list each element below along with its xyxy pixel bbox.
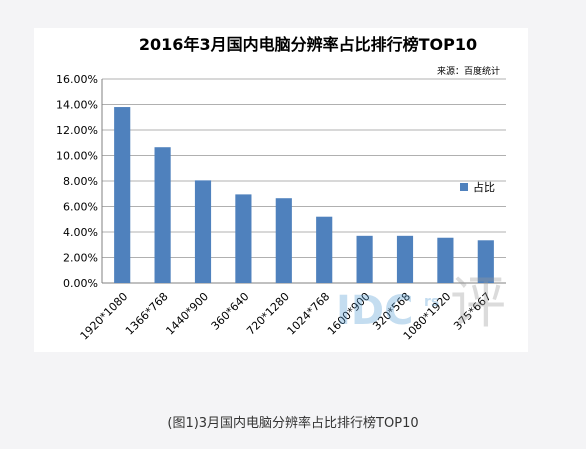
- watermark-calligraphy: 评: [450, 271, 506, 336]
- bar: [396, 235, 414, 283]
- y-tick-label: 0.00%: [63, 277, 98, 290]
- legend-swatch: [460, 183, 468, 191]
- watermark: IDC rs 评: [336, 271, 506, 336]
- y-tick-label: 8.00%: [63, 175, 98, 188]
- y-tick-label: 2.00%: [63, 252, 98, 265]
- y-tick-label: 14.00%: [56, 99, 98, 112]
- x-tick-label: 720*1280: [244, 290, 292, 338]
- chart-title: 2016年3月国内电脑分辨率占比排行榜TOP10: [139, 35, 477, 54]
- y-tick-label: 4.00%: [63, 226, 98, 239]
- chart-panel: 2016年3月国内电脑分辨率占比排行榜TOP10 来源：百度统计 0.00% 2.…: [34, 28, 528, 352]
- x-tick-label: 1440*900: [163, 290, 211, 338]
- bar-chart: 2016年3月国内电脑分辨率占比排行榜TOP10 来源：百度统计 0.00% 2.…: [56, 35, 506, 343]
- y-axis-ticks: 0.00% 2.00% 4.00% 6.00% 8.00% 10.00% 12.00% 14.…: [56, 73, 98, 290]
- bar: [235, 194, 252, 283]
- watermark-text: IDC: [336, 288, 413, 334]
- y-tick-label: 10.00%: [56, 150, 98, 163]
- watermark-suffix: rs: [424, 294, 439, 310]
- bar: [316, 216, 333, 283]
- chart-source: 来源：百度统计: [437, 65, 500, 77]
- y-tick-label: 6.00%: [63, 201, 98, 214]
- bar: [477, 240, 494, 283]
- legend: 占比: [460, 180, 495, 194]
- y-tick-label: 12.00%: [56, 124, 98, 137]
- bar: [437, 237, 454, 283]
- bar: [275, 198, 292, 283]
- bar: [114, 107, 131, 283]
- x-tick-label: 1024*768: [285, 290, 333, 338]
- y-tick-label: 16.00%: [56, 73, 98, 86]
- x-tick-label: 1366*768: [123, 290, 171, 338]
- legend-label: 占比: [473, 180, 495, 194]
- bars: [114, 107, 494, 283]
- bar: [154, 147, 171, 283]
- figure-caption: (图1)3月国内电脑分辨率占比排行榜TOP10: [167, 416, 419, 431]
- bar: [194, 180, 212, 283]
- x-tick-label: 1920*1080: [78, 290, 131, 343]
- bar: [356, 235, 373, 283]
